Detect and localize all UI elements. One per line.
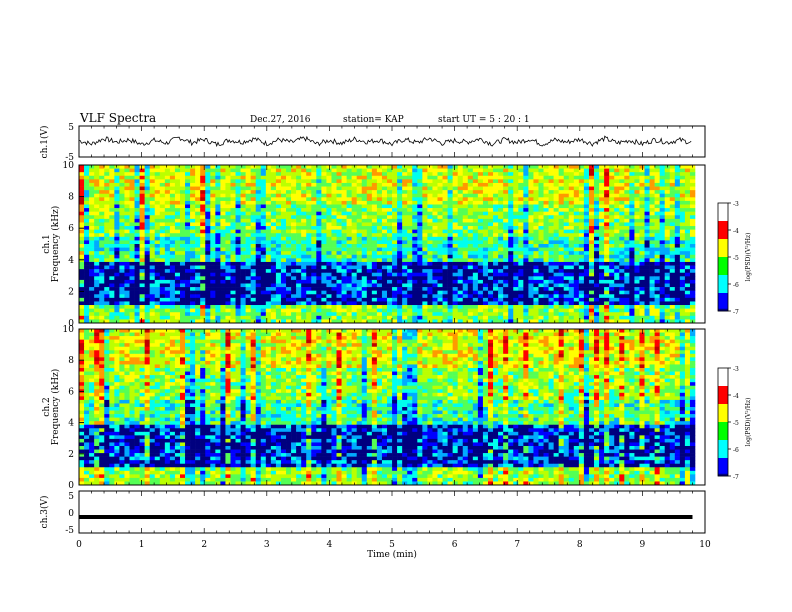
station-label: station= KAP <box>343 115 404 125</box>
freq-tick-label: 10 <box>63 325 75 335</box>
ch1-spectrogram-image <box>79 165 696 324</box>
colorbar-tick-label: -5 <box>733 255 739 262</box>
ch2-spectrogram-panel: 0 2 4 6 8 10 ch.2 Frequency (kHz) -3 -4 -5 -6 -7 l… <box>42 325 752 491</box>
start-time-label: start UT = 5 : 20 : 1 <box>438 115 530 125</box>
time-tick-label: 4 <box>327 540 333 550</box>
ch1-waveform-line <box>79 135 692 148</box>
ch3-waveform-ylabel: ch.3(V) <box>39 496 50 529</box>
colorbar-tick-label: -6 <box>733 282 739 289</box>
colorbar-tick-label: -7 <box>733 474 739 481</box>
ch3-ytick-mid: 0 <box>68 509 74 519</box>
ch2-frequency-label: Frequency (kHz) <box>50 369 61 446</box>
ch1-spectrogram-ylabel: ch.1 <box>42 234 52 253</box>
date-label: Dec.27, 2016 <box>250 115 311 125</box>
colorbar-tick-label: -5 <box>733 420 739 427</box>
freq-tick-label: 0 <box>68 481 74 491</box>
freq-tick-label: 8 <box>68 356 74 366</box>
colorbar-tick-label: -4 <box>733 228 739 235</box>
time-tick-label: 3 <box>264 540 270 550</box>
colorbar-tick-label: -3 <box>733 366 739 373</box>
ch3-waveform-panel: 5 0 -5 ch.3(V) <box>39 490 706 536</box>
time-axis-label: Time (min) <box>367 549 417 560</box>
colorbar-tick-label: -6 <box>733 447 739 454</box>
freq-tick-label: 0 <box>68 319 74 329</box>
time-tick-label: 2 <box>201 540 207 550</box>
figure-title: VLF Spectra <box>79 111 156 125</box>
colorbar-tick-label: -3 <box>733 201 739 208</box>
colorbar-label: log(PSD)(V²/Hz) <box>745 233 752 282</box>
freq-tick-label: 2 <box>68 287 74 297</box>
time-tick-label: 6 <box>452 540 458 550</box>
time-tick-label: 1 <box>139 540 145 550</box>
colorbar-tick-label: -7 <box>733 309 739 316</box>
freq-tick-label: 8 <box>68 193 74 203</box>
freq-tick-label: 6 <box>68 387 74 397</box>
ch2-spectrogram-ylabel: ch.2 <box>42 397 52 416</box>
ch3-waveform-frame <box>78 490 706 534</box>
freq-tick-label: 4 <box>68 419 74 429</box>
time-tick-label: 5 <box>389 540 395 550</box>
time-axis: 0 1 2 3 4 5 6 7 8 9 10 <box>76 126 711 550</box>
colorbar-tick-label: -4 <box>733 393 739 400</box>
ch1-colorbar: -3 -4 -5 -6 -7 log(PSD)(V²/Hz) <box>717 201 752 316</box>
ch1-waveform-ylabel: ch.1(V) <box>39 126 50 159</box>
freq-tick-label: 10 <box>63 161 75 171</box>
colorbar-label: log(PSD)(V²/Hz) <box>745 398 752 447</box>
ch3-ytick-bottom: -5 <box>65 526 74 536</box>
ch1-ytick-top: 5 <box>68 123 74 133</box>
ch1-spectrogram-panel: 0 2 4 6 8 10 ch.1 Frequency (kHz) -3 -4 -5 -6 -7 l… <box>42 161 752 329</box>
freq-tick-label: 2 <box>68 450 74 460</box>
freq-tick-label: 6 <box>68 224 74 234</box>
time-tick-label: 10 <box>699 540 711 550</box>
time-tick-label: 7 <box>514 540 520 550</box>
time-tick-label: 8 <box>577 540 583 550</box>
freq-tick-label: 4 <box>68 256 74 266</box>
time-tick-label: 9 <box>640 540 646 550</box>
ch1-frequency-label: Frequency (kHz) <box>50 206 61 283</box>
ch1-ytick-bottom: -5 <box>65 153 74 163</box>
time-tick-label: 0 <box>76 540 82 550</box>
ch2-colorbar: -3 -4 -5 -6 -7 log(PSD)(V²/Hz) <box>717 366 752 481</box>
ch2-spectrogram-image <box>79 329 696 486</box>
ch3-ytick-top: 5 <box>68 492 74 502</box>
